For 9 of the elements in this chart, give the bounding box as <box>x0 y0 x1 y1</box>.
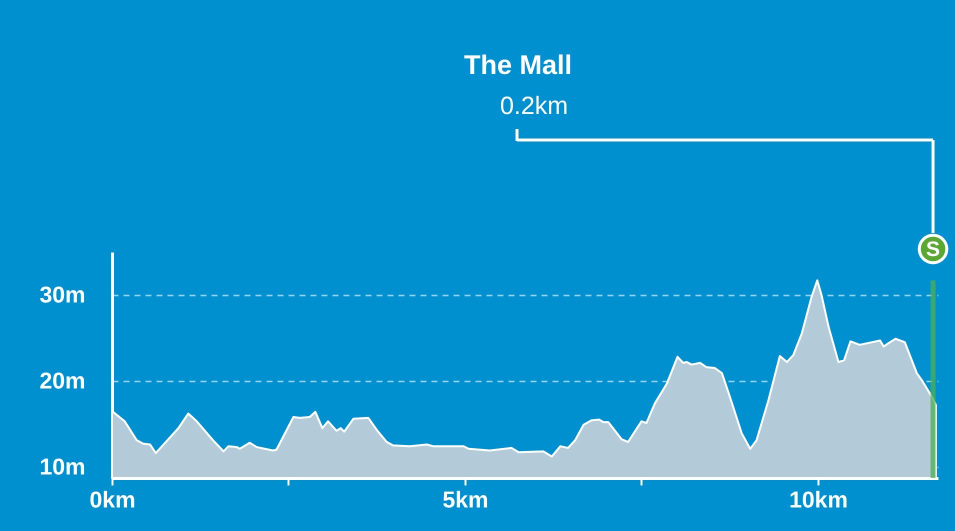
y-tick-label: 10m <box>39 453 86 480</box>
x-tick-label: 5km <box>442 486 489 512</box>
y-tick-label: 20m <box>39 367 86 394</box>
x-tick-label: 0km <box>89 486 136 512</box>
chart-title: The Mall <box>464 50 572 80</box>
x-tick-label: 10km <box>789 486 848 512</box>
y-tick-label: 30m <box>39 281 86 308</box>
chart-subtitle: 0.2km <box>500 92 568 120</box>
ref-line-label: S <box>926 238 940 261</box>
